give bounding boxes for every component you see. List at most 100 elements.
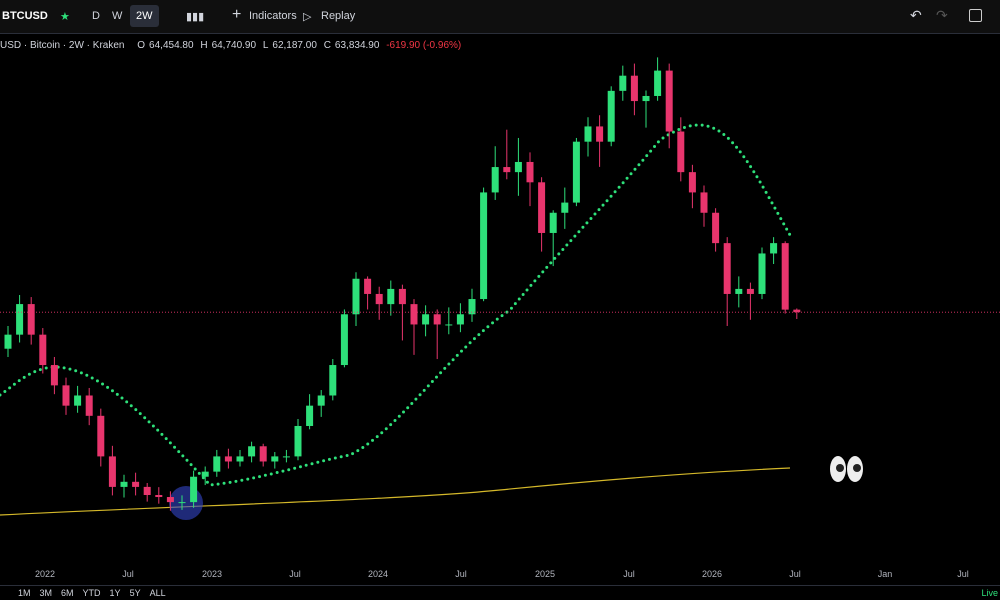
candle-body [85, 395, 93, 416]
candle-body [503, 167, 511, 173]
candle-body [166, 497, 174, 503]
candle-body [282, 456, 290, 458]
candle-body [108, 456, 116, 487]
interval[interactable]: D [92, 10, 100, 22]
favorite-star[interactable]: ★ [60, 11, 70, 23]
candle-body [74, 395, 82, 406]
range-button[interactable]: 3M [39, 588, 53, 598]
candle-body [630, 75, 638, 102]
change: -619.90 (-0.96%) [386, 40, 462, 51]
fullscreen[interactable] [969, 9, 982, 22]
symbol[interactable]: BTCUSD [2, 10, 48, 22]
x-axis-label: 2023 [202, 569, 222, 579]
candle-body [445, 324, 453, 326]
candle-body [619, 75, 627, 91]
range-button[interactable]: YTD [82, 588, 101, 598]
label: H [200, 40, 208, 51]
legend: USD · Bitcoin · 2W · Kraken O 64,454.80 H… [0, 40, 465, 51]
candle-body [514, 161, 522, 173]
candle-body [4, 334, 12, 349]
x-axis-label: Jan [878, 569, 893, 579]
label: C [323, 40, 331, 51]
x-axis-label: Jul [789, 569, 801, 579]
candle-body [236, 456, 244, 462]
candle-body [758, 253, 766, 294]
x-axis-label: 2025 [535, 569, 555, 579]
candle-body [422, 314, 430, 325]
candle-body [306, 405, 314, 426]
candle-body [642, 95, 650, 102]
x-axis-label: 2024 [368, 569, 388, 579]
x-axis-label: Jul [455, 569, 467, 579]
candle-body [317, 395, 325, 406]
x-axis-label: Jul [289, 569, 301, 579]
emoji [830, 456, 863, 482]
candle-body [677, 131, 685, 173]
candle-body [120, 481, 128, 487]
toolbar: BTCUSD ★ D W 2W ▮▮▮ + Indicators ▷ Repla… [0, 0, 1000, 34]
value: 64,740.90 [211, 40, 257, 51]
candle-body [654, 70, 662, 96]
candle-body [364, 278, 372, 294]
candle-body [712, 212, 720, 244]
candle-body [746, 288, 754, 294]
candle-body [665, 70, 673, 132]
candle-body [27, 304, 35, 335]
candle-body [329, 365, 337, 396]
range-button[interactable]: ALL [149, 588, 166, 598]
candle-body [572, 141, 580, 203]
candle-body [781, 243, 789, 310]
candle-body [201, 471, 209, 477]
candle-body [793, 309, 801, 313]
x-axis-label: Jul [623, 569, 635, 579]
candle-body [491, 167, 499, 193]
label: L [262, 40, 269, 51]
candle-body [410, 304, 418, 325]
interval-active[interactable]: 2W [130, 5, 159, 27]
label: O [137, 40, 146, 51]
candle-body [700, 192, 708, 213]
range-button[interactable]: 1Y [109, 588, 121, 598]
x-axis-label: 2022 [35, 569, 55, 579]
range-button[interactable]: 1M [18, 588, 31, 598]
chart: 2022 Jul 2023 Jul 2024 Jul 2025 Jul 2026 Jul Jan Ju… [0, 57, 1000, 579]
candle-body [224, 456, 232, 462]
range-button[interactable]: 6M [61, 588, 74, 598]
candle-body [549, 212, 557, 233]
replay-button[interactable]: Replay [321, 10, 356, 22]
candle-body [688, 172, 696, 193]
bottom-bar: 1M 3M 6M YTD 1Y 5Y ALL Live [0, 585, 1000, 600]
x-axis-label: Jul [957, 569, 969, 579]
candle-body [561, 202, 569, 213]
candle-body [271, 456, 279, 462]
candle-body [596, 126, 604, 142]
candle-body [480, 192, 488, 300]
candle-body [456, 314, 464, 325]
chart-style[interactable]: ▮▮▮ [186, 11, 205, 23]
indicators-button[interactable]: Indicators [249, 10, 297, 22]
candle-body [352, 278, 360, 315]
candle-body [584, 126, 592, 142]
candle-body [770, 243, 778, 254]
candle-body [723, 243, 731, 294]
candle-body [259, 446, 267, 462]
interval[interactable]: W [112, 10, 123, 22]
play-icon: ▷ [303, 11, 312, 23]
value: 63,834.90 [334, 40, 380, 51]
range-button[interactable]: 5Y [129, 588, 141, 598]
undo[interactable]: ↶ [910, 7, 922, 23]
plus-icon: + [232, 6, 242, 23]
candle-body [468, 299, 476, 315]
candle-body [39, 334, 47, 366]
redo[interactable]: ↷ [936, 7, 948, 23]
candle-body [97, 415, 105, 457]
status: Live [981, 588, 998, 598]
highlight-circle [169, 486, 203, 520]
candle-body [213, 456, 221, 472]
x-axis-label: 2026 [702, 569, 722, 579]
candle-body [62, 385, 70, 406]
candle-body [16, 304, 24, 335]
candle-body [526, 161, 534, 183]
candle-body [248, 446, 256, 457]
